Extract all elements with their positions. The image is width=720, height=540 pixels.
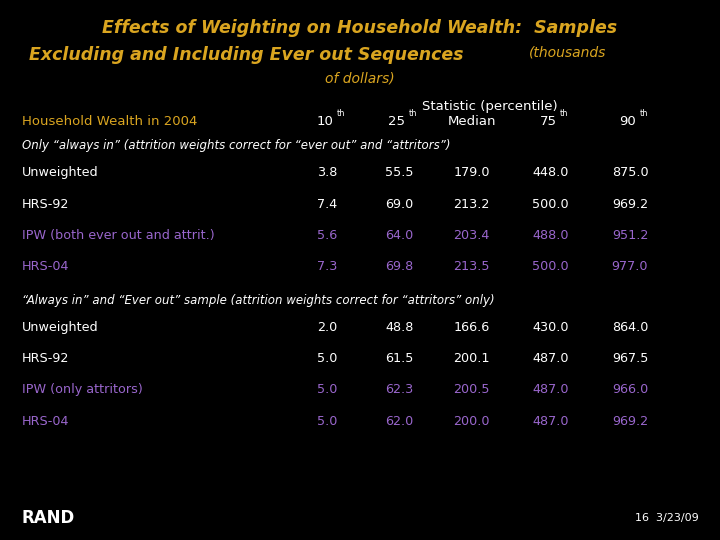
Text: 179.0: 179.0 [454, 166, 490, 179]
Text: 864.0: 864.0 [612, 321, 648, 334]
Text: 7.3: 7.3 [318, 260, 338, 273]
Text: 166.6: 166.6 [454, 321, 490, 334]
Text: 448.0: 448.0 [533, 166, 569, 179]
Text: 75: 75 [539, 115, 557, 128]
Text: 61.5: 61.5 [385, 352, 414, 365]
Text: 2.0: 2.0 [318, 321, 338, 334]
Text: 969.2: 969.2 [612, 198, 648, 211]
Text: 5.0: 5.0 [318, 415, 338, 428]
Text: 966.0: 966.0 [612, 383, 648, 396]
Text: HRS-04: HRS-04 [22, 260, 69, 273]
Text: 500.0: 500.0 [533, 260, 569, 273]
Text: Statistic (percentile): Statistic (percentile) [422, 100, 557, 113]
Text: 25: 25 [388, 115, 405, 128]
Text: 62.3: 62.3 [385, 383, 414, 396]
Text: 875.0: 875.0 [612, 166, 648, 179]
Text: 64.0: 64.0 [385, 229, 414, 242]
Text: 10: 10 [316, 115, 333, 128]
Text: IPW (both ever out and attrit.): IPW (both ever out and attrit.) [22, 229, 215, 242]
Text: HRS-92: HRS-92 [22, 352, 69, 365]
Text: 500.0: 500.0 [533, 198, 569, 211]
Text: Median: Median [447, 115, 496, 128]
Text: 200.5: 200.5 [454, 383, 490, 396]
Text: of dollars): of dollars) [325, 71, 395, 85]
Text: 90: 90 [618, 115, 636, 128]
Text: 7.4: 7.4 [318, 198, 338, 211]
Text: 69.8: 69.8 [385, 260, 414, 273]
Text: th: th [560, 109, 569, 118]
Text: 62.0: 62.0 [385, 415, 414, 428]
Text: RAND: RAND [22, 509, 75, 528]
Text: 48.8: 48.8 [385, 321, 414, 334]
Text: 969.2: 969.2 [612, 415, 648, 428]
Text: 213.2: 213.2 [454, 198, 490, 211]
Text: 951.2: 951.2 [612, 229, 648, 242]
Text: Household Wealth in 2004: Household Wealth in 2004 [22, 115, 197, 128]
Text: 213.5: 213.5 [454, 260, 490, 273]
Text: HRS-04: HRS-04 [22, 415, 69, 428]
Text: 200.1: 200.1 [454, 352, 490, 365]
Text: 487.0: 487.0 [533, 352, 569, 365]
Text: th: th [639, 109, 648, 118]
Text: 430.0: 430.0 [533, 321, 569, 334]
Text: HRS-92: HRS-92 [22, 198, 69, 211]
Text: 5.0: 5.0 [318, 352, 338, 365]
Text: 3.8: 3.8 [318, 166, 338, 179]
Text: 203.4: 203.4 [454, 229, 490, 242]
Text: 69.0: 69.0 [385, 198, 414, 211]
Text: 55.5: 55.5 [385, 166, 414, 179]
Text: 487.0: 487.0 [533, 415, 569, 428]
Text: “Always in” and “Ever out” sample (attrition weights correct for “attritors” onl: “Always in” and “Ever out” sample (attri… [22, 294, 494, 307]
Text: Unweighted: Unweighted [22, 321, 98, 334]
Text: (thousands: (thousands [529, 46, 606, 60]
Text: Only “always in” (attrition weights correct for “ever out” and “attritors”): Only “always in” (attrition weights corr… [22, 139, 450, 152]
Text: 977.0: 977.0 [612, 260, 648, 273]
Text: 487.0: 487.0 [533, 383, 569, 396]
Text: 5.6: 5.6 [318, 229, 338, 242]
Text: IPW (only attritors): IPW (only attritors) [22, 383, 143, 396]
Text: th: th [337, 109, 346, 118]
Text: Effects of Weighting on Household Wealth:  Samples: Effects of Weighting on Household Wealth… [102, 19, 618, 37]
Text: 967.5: 967.5 [612, 352, 648, 365]
Text: th: th [409, 109, 418, 118]
Text: Unweighted: Unweighted [22, 166, 98, 179]
Text: 5.0: 5.0 [318, 383, 338, 396]
Text: 200.0: 200.0 [454, 415, 490, 428]
Text: 16  3/23/09: 16 3/23/09 [634, 514, 698, 523]
Text: 488.0: 488.0 [533, 229, 569, 242]
Text: Excluding and Including Ever out Sequences: Excluding and Including Ever out Sequenc… [29, 46, 463, 64]
